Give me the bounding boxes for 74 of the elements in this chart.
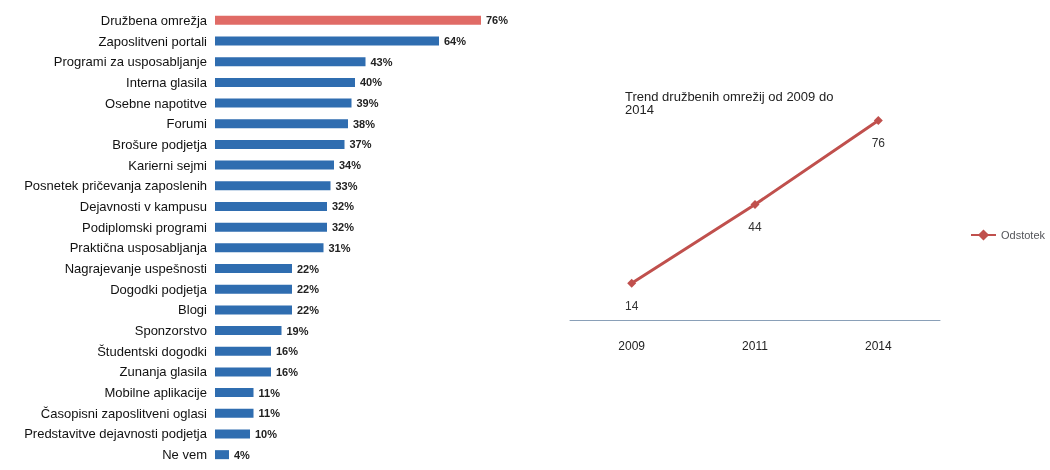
bar [215,15,481,25]
data-label: 11% [258,386,281,399]
data-label: 34% [339,159,362,172]
data-label: 44 [748,220,762,234]
data-label: 32% [332,200,355,213]
data-label: 4% [234,448,251,461]
data-label: 32% [332,221,355,234]
y-tick-label: Interna glasila [126,74,208,90]
bar [215,77,355,87]
y-tick-label: Karierni sejmi [128,157,208,173]
y-tick-label: Posnetek pričevanja zaposlenih [24,178,207,194]
data-label: 22% [297,303,320,316]
y-tick-label: Dogodki podjetja [110,281,208,297]
bar [215,36,439,46]
y-tick-label: Blogi [178,302,208,318]
data-label: 19% [286,324,309,337]
y-tick-label: Forumi [166,116,208,132]
y-tick-label: Podiplomski programi [82,219,208,235]
data-label: 33% [335,179,358,192]
bar [215,160,334,170]
data-label: 76 [871,136,886,150]
data-label: 40% [360,76,383,89]
x-tick-label: 2009 [618,339,646,353]
data-label: 16% [276,365,299,378]
data-label: 31% [328,241,351,254]
y-tick-label: Mobilne aplikacije [104,385,207,401]
data-label: 37% [349,138,372,151]
bar [215,222,327,232]
y-tick-label: Nagrajevanje uspešnosti [64,261,208,277]
data-label: 11% [258,407,281,420]
data-label: 64% [444,35,467,48]
y-tick-label: Časopisni zaposlitveni oglasi [40,405,208,421]
bar [215,201,327,211]
y-tick-label: Ne vem [162,447,207,463]
y-tick-label: Praktična usposabljanja [69,240,208,256]
legend-label: Odstotek [1000,229,1046,241]
y-tick-label: Zunanja glasila [119,364,208,380]
x-tick-label: 2011 [742,339,769,353]
data-label: 43% [370,55,393,68]
y-tick-label: Dejavnosti v kampusu [79,198,207,214]
data-label: 76% [486,14,509,27]
data-label: 14 [624,298,639,313]
bar [215,98,352,108]
bar [215,57,366,67]
bar [215,181,331,191]
bar [215,367,271,377]
data-label: 39% [356,97,379,110]
y-tick-label: Zaposlitveni portali [98,33,208,49]
y-tick-label: Brošure podjetja [112,136,208,152]
bar [215,119,348,129]
bar [215,408,254,418]
y-tick-label: Družbena omrežja [100,12,208,28]
bar [215,346,271,356]
y-tick-label: Osebne napotitve [105,95,207,111]
data-label: 22% [297,283,320,296]
bar [215,139,345,149]
y-tick-label: Študentski dogodki [97,343,208,359]
y-tick-label: Sponzorstvo [134,323,207,339]
data-label: 10% [255,427,278,440]
bar [215,284,292,294]
bar [215,429,250,439]
bar [215,450,229,460]
x-tick-label: 2014 [864,339,892,353]
data-label: 16% [276,345,299,358]
bar [215,388,254,398]
data-label: 22% [297,262,320,275]
bar [215,243,324,253]
bar [215,305,292,315]
y-tick-label: Programi za usposabljanje [53,54,207,70]
y-tick-label: Predstavitve dejavnosti podjetja [24,426,208,442]
bar [215,326,282,336]
bar [215,264,292,274]
data-label: 38% [353,117,376,130]
chart-title: Trend družbenih omrežij od 2009 do 2014 [625,89,837,117]
